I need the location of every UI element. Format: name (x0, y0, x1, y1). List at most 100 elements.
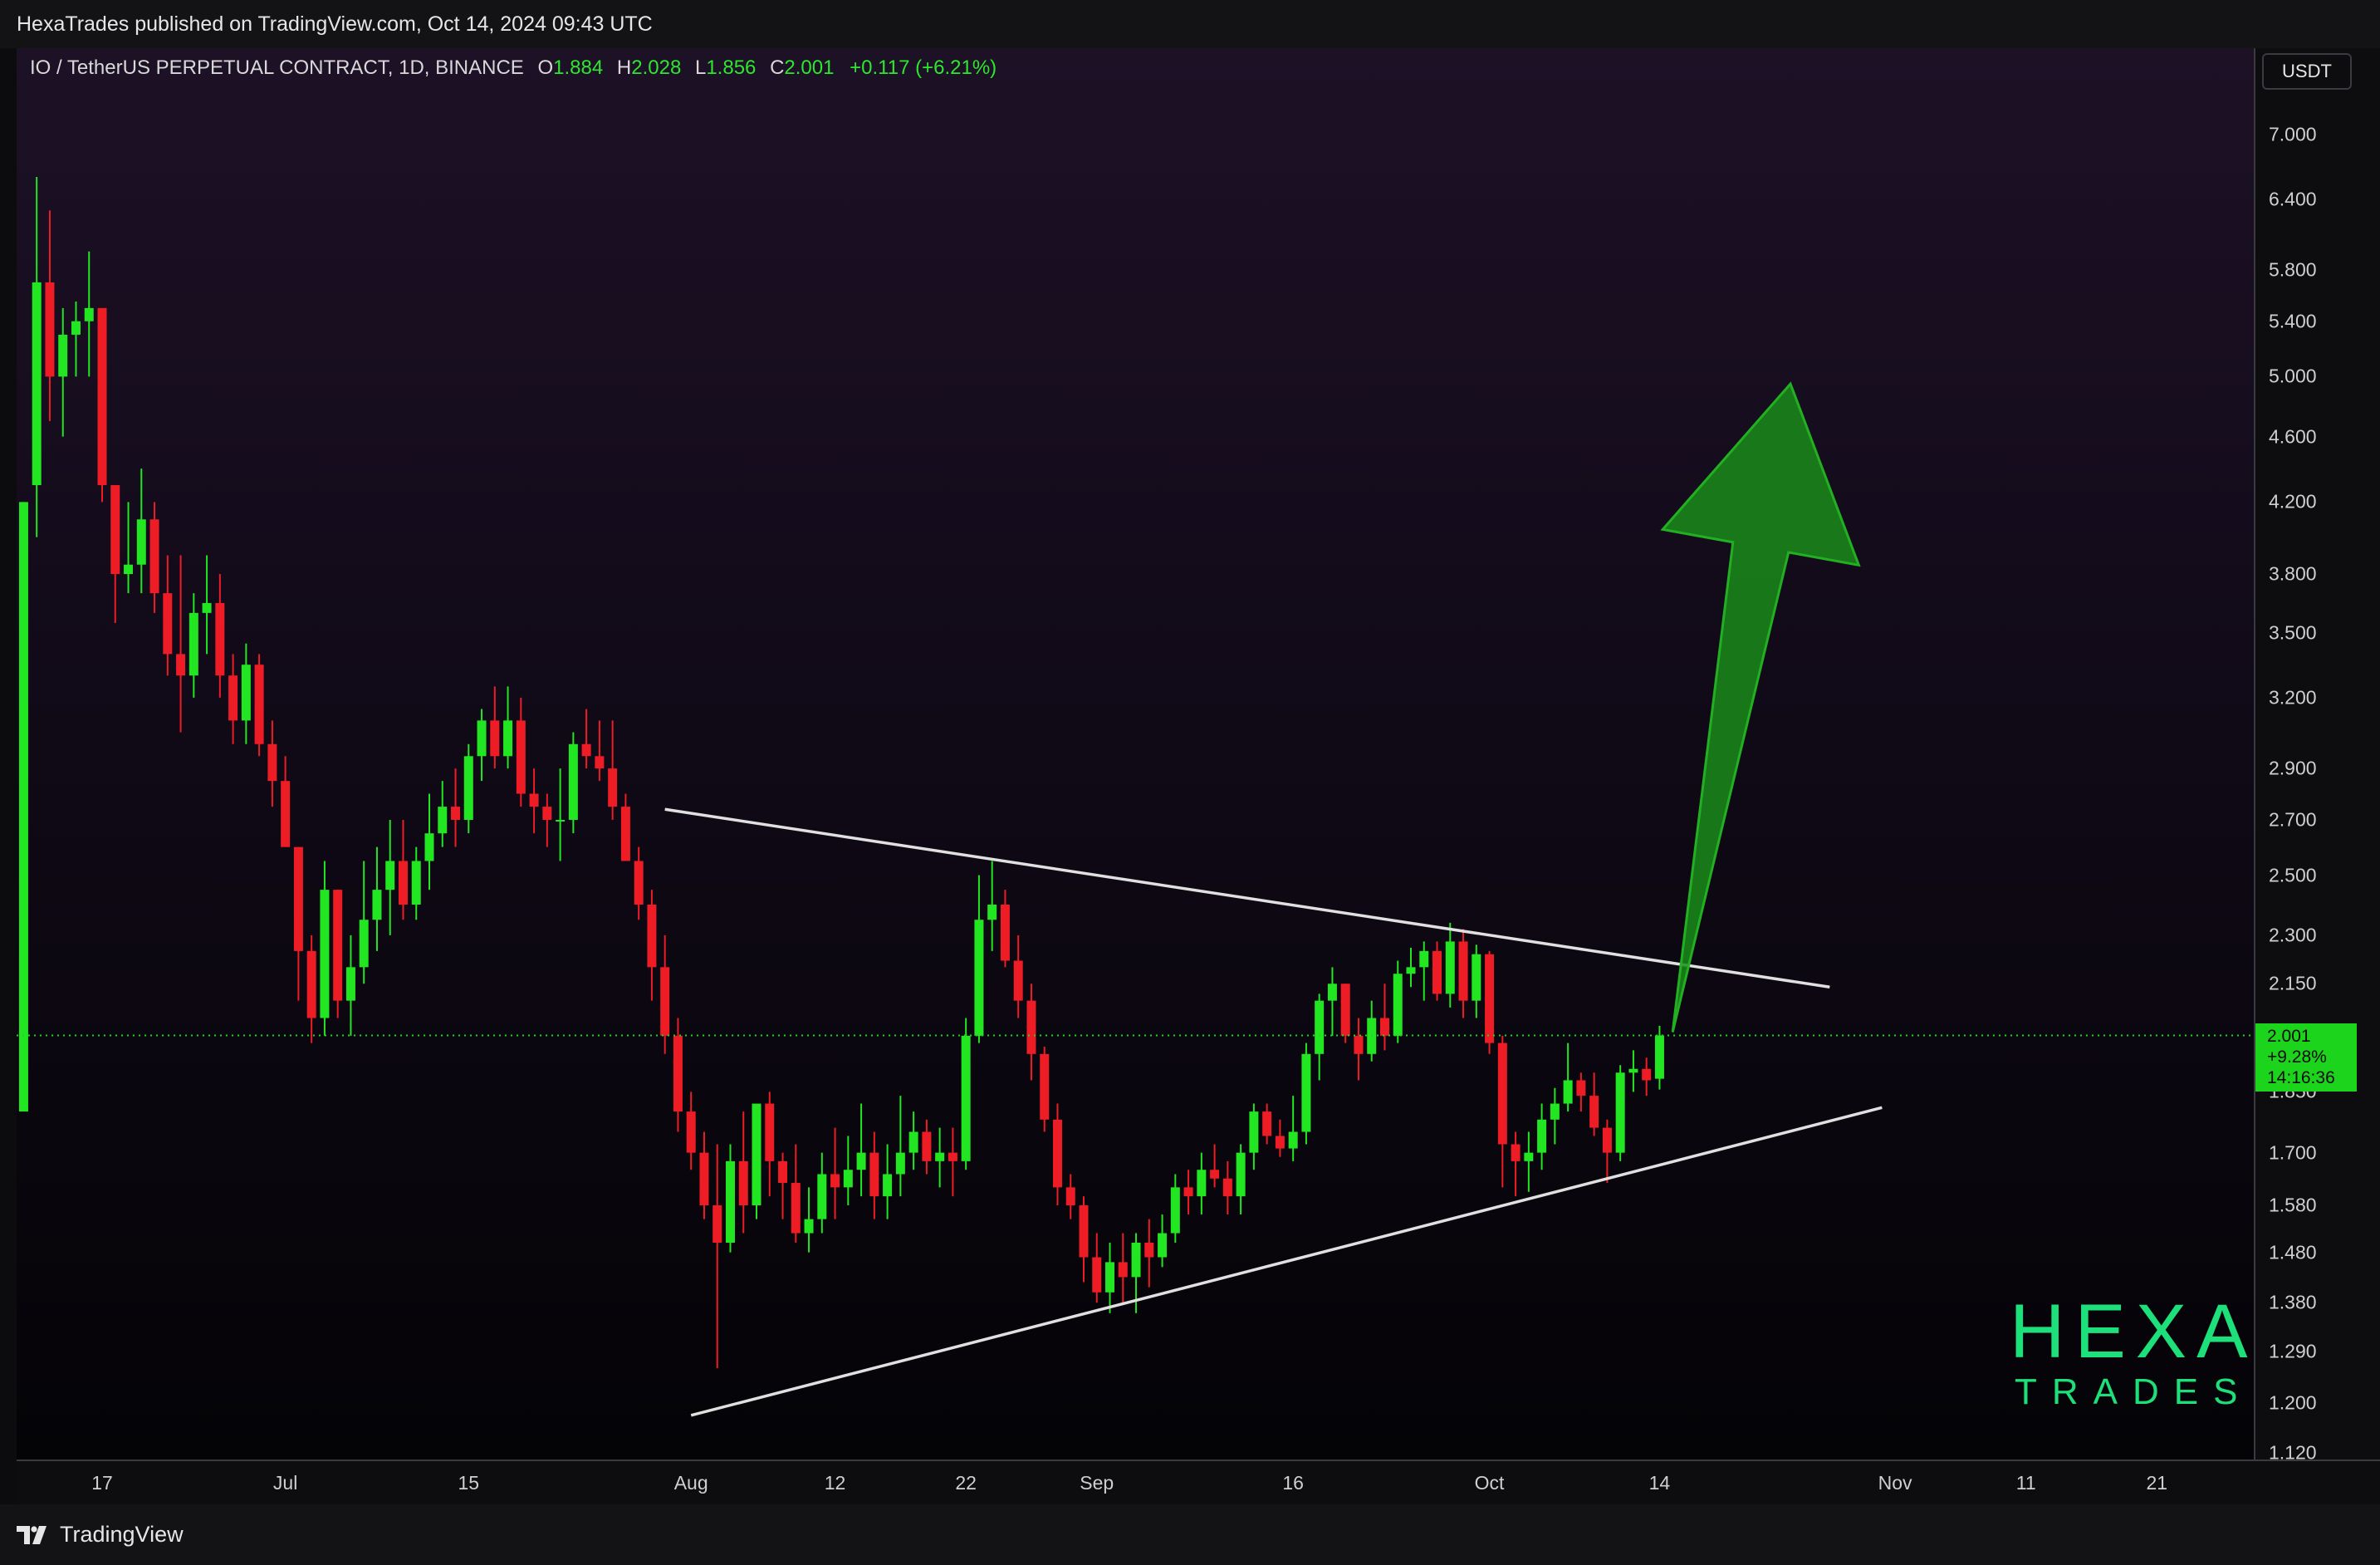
candle (542, 793, 552, 847)
price-tick: 2.500 (2269, 864, 2317, 886)
candle-body (608, 768, 618, 807)
candle (451, 768, 461, 847)
hexa-trades-watermark: HEXA TRADES (2010, 1292, 2258, 1413)
candle-body (529, 793, 539, 807)
candle-body (673, 1035, 683, 1112)
candle-body (974, 920, 984, 1036)
projection-arrow[interactable] (1660, 381, 1861, 1033)
time-tick: Oct (1474, 1472, 1505, 1494)
candle-body (1537, 1119, 1547, 1153)
candle-body (1288, 1131, 1298, 1149)
candle-body (1105, 1262, 1115, 1293)
candle (1144, 1219, 1154, 1288)
price-scale[interactable] (2254, 48, 2380, 1460)
candle (908, 1111, 918, 1170)
candle-body (1000, 904, 1010, 961)
candle-body (490, 720, 500, 757)
candle-body (1026, 1000, 1036, 1054)
candle (1589, 1072, 1599, 1136)
currency-selector[interactable]: USDT (2262, 53, 2352, 90)
candles-layer (18, 176, 1664, 1369)
symbol-name: IO / TetherUS PERPETUAL CONTRACT, 1D, BI… (30, 56, 524, 79)
candle-body (267, 743, 277, 782)
watermark-line2: TRADES (2015, 1371, 2253, 1412)
tradingview-footer: TradingView (0, 1504, 2380, 1565)
candle (333, 890, 343, 1018)
candle-body (1236, 1152, 1246, 1197)
candle (830, 1127, 840, 1219)
candle-body (451, 807, 461, 820)
candle (1262, 1103, 1272, 1145)
chart-area[interactable] (17, 48, 2254, 1460)
candle-body (228, 675, 238, 721)
candle (1249, 1103, 1259, 1170)
candle-body (1131, 1243, 1141, 1278)
candle (529, 768, 539, 834)
candle (372, 846, 382, 951)
candle-body (1393, 974, 1403, 1036)
time-scale[interactable] (17, 1460, 2380, 1504)
candle-body (1079, 1205, 1089, 1258)
candle (581, 709, 591, 769)
candle-body (660, 967, 670, 1036)
candle-body (1472, 954, 1481, 1001)
candle (1642, 1057, 1652, 1096)
candle-body (556, 819, 566, 822)
time-tick: 16 (1282, 1472, 1304, 1494)
candle-body (1144, 1243, 1154, 1258)
candle (516, 697, 526, 807)
time-tick: 14 (1648, 1472, 1671, 1494)
candle (1628, 1050, 1638, 1092)
candle-body (189, 612, 198, 676)
candle (1379, 984, 1389, 1051)
candle-body (516, 720, 526, 794)
upper-trendline[interactable] (664, 807, 1830, 989)
candle-body (804, 1219, 814, 1234)
price-tick: 1.580 (2269, 1194, 2317, 1216)
low-label: L (694, 56, 707, 79)
candle (1576, 1072, 1586, 1112)
candle (634, 846, 644, 920)
candle-body (1419, 950, 1429, 968)
candle-body (411, 861, 421, 905)
candle-body (281, 781, 291, 847)
candle-body (987, 904, 997, 920)
candle (673, 1018, 683, 1132)
candle-body (1327, 984, 1337, 1001)
candle-body (1445, 941, 1455, 994)
candle-body (1065, 1187, 1075, 1206)
candle (438, 781, 448, 847)
candle (281, 756, 291, 847)
candle (463, 743, 473, 834)
candle (752, 1103, 762, 1219)
candle-body (293, 846, 303, 951)
candle (163, 555, 173, 676)
candle (869, 1131, 879, 1219)
candle (804, 1187, 814, 1253)
price-chart[interactable] (17, 48, 2254, 1460)
candle (1170, 1174, 1180, 1244)
last-price-pct: +9.28% (2267, 1047, 2327, 1067)
candle (556, 768, 566, 861)
time-tick: Aug (673, 1472, 708, 1494)
candle (228, 654, 238, 744)
candle-body (948, 1152, 957, 1161)
candle-body (1158, 1233, 1168, 1258)
candle-body (97, 307, 107, 485)
candle (385, 819, 395, 935)
candle (1497, 1035, 1507, 1188)
lower-trendline[interactable] (690, 1106, 1883, 1417)
candle (1354, 1018, 1364, 1081)
candle (1000, 890, 1010, 968)
candle (817, 1152, 827, 1234)
candle (765, 1092, 775, 1197)
candle-body (634, 861, 644, 905)
candle-body (1183, 1187, 1193, 1197)
candle-body (1301, 1053, 1311, 1132)
candle-body (1615, 1072, 1625, 1153)
candle (987, 861, 997, 951)
price-tick: 4.200 (2269, 490, 2317, 513)
candle (1065, 1174, 1075, 1219)
candle (1026, 984, 1036, 1081)
candle-body (1432, 950, 1442, 994)
